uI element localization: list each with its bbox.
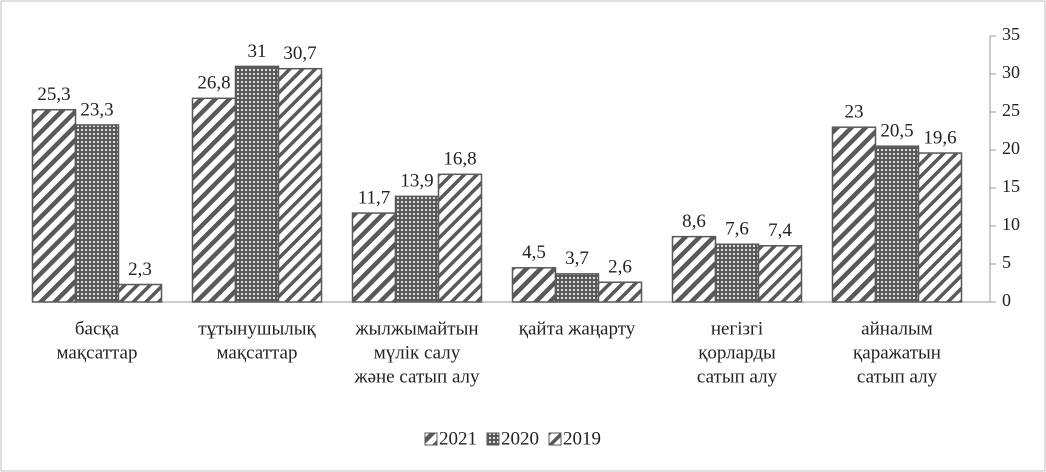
x-tick-label: тұтынушылық bbox=[198, 318, 316, 339]
value-label: 4,5 bbox=[522, 242, 546, 263]
x-tick-label: сатып алу bbox=[857, 366, 938, 387]
x-tick-label: мақсаттар bbox=[57, 342, 138, 363]
bar bbox=[191, 97, 237, 303]
bar bbox=[74, 124, 120, 303]
bar bbox=[277, 67, 323, 303]
value-label: 31 bbox=[248, 41, 267, 62]
bar bbox=[31, 108, 77, 303]
bar bbox=[554, 273, 600, 303]
bar bbox=[757, 245, 803, 303]
value-label: 19,6 bbox=[923, 127, 956, 148]
x-tick-label: қаражатын bbox=[853, 342, 941, 363]
value-label: 16,8 bbox=[443, 149, 476, 170]
value-label: 13,9 bbox=[400, 171, 433, 192]
legend-label: 2021 bbox=[439, 428, 477, 449]
value-label: 3,7 bbox=[565, 248, 589, 269]
y-tick-label: 15 bbox=[1002, 176, 1020, 196]
x-tick-label: қорларды bbox=[698, 342, 776, 363]
value-label: 25,3 bbox=[37, 84, 70, 105]
bar bbox=[394, 195, 440, 303]
x-tick-label: сатып алу bbox=[697, 366, 778, 387]
bar bbox=[714, 243, 760, 303]
value-label: 11,7 bbox=[358, 187, 391, 208]
value-label: 7,6 bbox=[725, 219, 749, 240]
bar bbox=[511, 267, 557, 303]
bar bbox=[874, 145, 920, 303]
y-tick-label: 0 bbox=[1002, 290, 1011, 310]
legend-swatch bbox=[548, 432, 562, 446]
legend-swatch bbox=[424, 432, 438, 446]
bar bbox=[437, 173, 483, 303]
bar bbox=[831, 126, 877, 303]
x-tick-label: жылжымайтын bbox=[355, 318, 479, 339]
legend-label: 2020 bbox=[501, 428, 539, 449]
y-tick-label: 30 bbox=[1002, 62, 1020, 82]
bar bbox=[671, 235, 717, 303]
y-tick-label: 5 bbox=[1002, 252, 1011, 272]
legend-swatch bbox=[486, 432, 500, 446]
value-label: 2,3 bbox=[128, 259, 152, 280]
x-tick-label: негізгі bbox=[711, 318, 763, 339]
value-label: 23,3 bbox=[80, 99, 113, 120]
value-label: 7,4 bbox=[768, 220, 792, 241]
y-tick-label: 10 bbox=[1002, 214, 1020, 234]
bar bbox=[234, 65, 280, 303]
bar bbox=[351, 212, 397, 303]
bar bbox=[117, 283, 163, 303]
value-label: 2,6 bbox=[608, 257, 632, 278]
y-tick-label: 35 bbox=[1002, 24, 1020, 44]
value-label: 26,8 bbox=[197, 73, 230, 94]
x-tick-label: басқа bbox=[75, 318, 120, 339]
y-tick-label: 25 bbox=[1002, 100, 1020, 120]
legend: 2021 2020 2019 bbox=[424, 428, 601, 449]
bar bbox=[917, 152, 963, 303]
y-tick-label: 20 bbox=[1002, 138, 1020, 158]
value-label: 23 bbox=[845, 102, 864, 123]
x-tick-label: қайта жаңарту bbox=[519, 318, 636, 339]
bar bbox=[597, 281, 643, 303]
x-tick-label: мақсаттар bbox=[217, 342, 298, 363]
value-label: 20,5 bbox=[880, 121, 913, 142]
x-tick-label: және сатып алу bbox=[353, 366, 480, 387]
value-label: 8,6 bbox=[682, 211, 706, 232]
legend-label: 2019 bbox=[563, 428, 601, 449]
x-tick-label: мүлік салу bbox=[374, 342, 461, 363]
x-tick-label: айналым bbox=[861, 318, 933, 339]
value-label: 30,7 bbox=[283, 43, 316, 64]
